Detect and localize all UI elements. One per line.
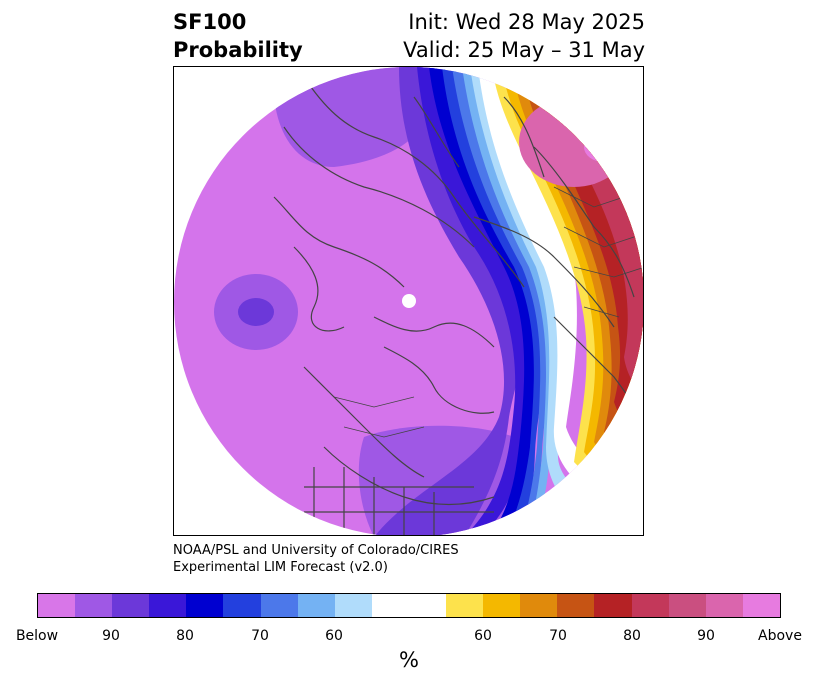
colorbar-swatch [38,594,76,617]
colorbar-swatch [112,594,150,617]
credit-text: NOAA/PSL and University of Colorado/CIRE… [173,542,459,576]
tick-above: Above [758,628,802,644]
above-90-region [519,97,629,187]
above-max-region [584,132,624,162]
variable-label: SF100 [173,10,247,34]
colorbar-swatch [149,594,187,617]
tick-below-90: 90 [102,628,120,644]
map-title: SF100 Probability [173,8,303,64]
below-70-band [417,67,540,535]
valid-range: Valid: 25 May – 31 May [403,38,645,62]
near-normal-band [478,67,614,497]
country-borders [333,186,643,438]
colorbar-swatch [371,594,409,617]
colorbar-swatch [705,594,743,617]
tick-above-80: 80 [623,628,641,644]
below-80-region-pacific [238,298,274,326]
tick-above-70: 70 [549,628,567,644]
colorbar-swatch [668,594,706,617]
tick-above-60: 60 [474,628,492,644]
credit-line-2: Experimental LIM Forecast (v2.0) [173,560,388,575]
colorbar-swatch [297,594,335,617]
colorbar-swatch [557,594,595,617]
colorbar-swatch [186,594,224,617]
coastlines [273,76,643,535]
colorbar-swatch [260,594,298,617]
colorbar-swatch [631,594,669,617]
colorbar-swatch [408,594,447,617]
product-label: Probability [173,38,303,62]
forecast-map [173,66,644,536]
probability-map-svg [174,67,643,535]
colorbar-swatch [594,594,632,617]
tick-below-70: 70 [251,628,269,644]
forecast-dates: Init: Wed 28 May 2025 Valid: 25 May – 31… [403,8,645,64]
colorbar-swatch [223,594,261,617]
colorbar [37,593,781,618]
colorbar-swatch [75,594,113,617]
tick-above-90: 90 [697,628,715,644]
pole-hole [402,294,416,308]
credit-line-1: NOAA/PSL and University of Colorado/CIRE… [173,543,459,558]
colorbar-unit: % [399,648,419,672]
tick-below: Below [15,628,59,644]
colorbar-swatch [742,594,780,617]
colorbar-swatch [334,594,372,617]
colorbar-swatch [446,594,484,617]
tick-below-80: 80 [176,628,194,644]
colorbar-swatch [483,594,521,617]
init-date: Init: Wed 28 May 2025 [408,10,645,34]
tick-below-60: 60 [325,628,343,644]
colorbar-swatch [520,594,558,617]
